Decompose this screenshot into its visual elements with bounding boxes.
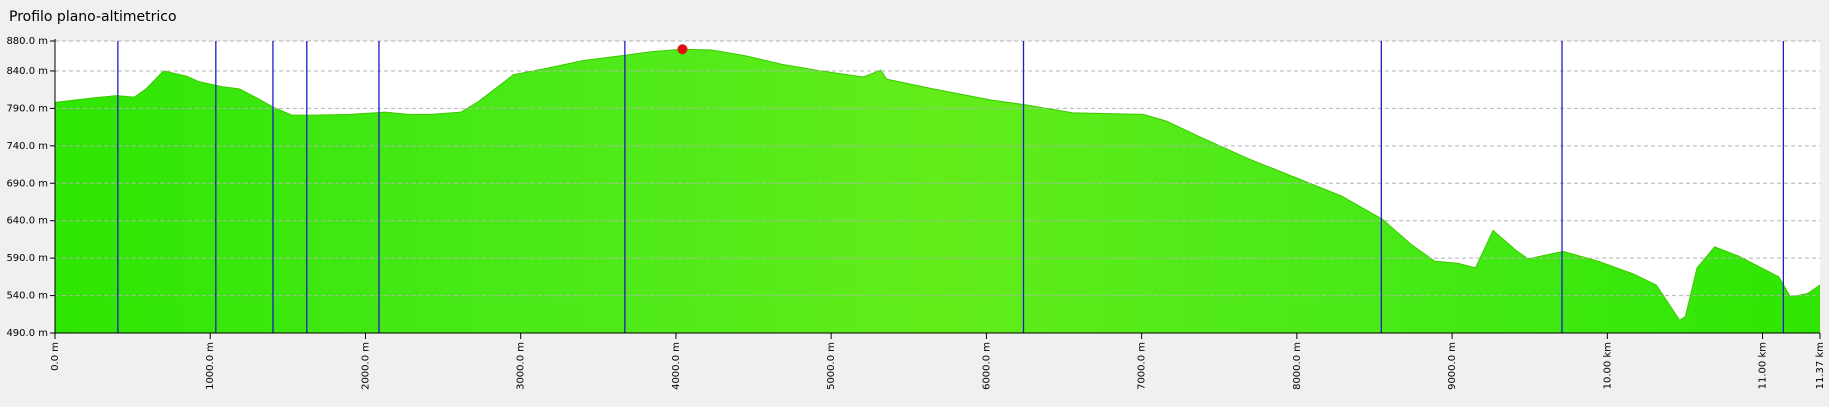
x-tick-label: 1000.0 m [205, 342, 216, 390]
y-tick-label: 590.0 m [6, 253, 48, 264]
x-tick-label: 9000.0 m [1447, 342, 1458, 390]
chart-title: Profilo plano-altimetrico [9, 9, 177, 25]
x-tick-label: 11.37 km [1815, 342, 1826, 389]
x-tick-label: 7000.0 m [1137, 342, 1148, 390]
y-tick-label: 490.0 m [6, 328, 48, 339]
y-tick-label: 540.0 m [6, 291, 48, 302]
y-tick-label: 690.0 m [6, 178, 48, 189]
x-tick-label: 6000.0 m [981, 342, 992, 390]
elevation-shade [55, 49, 1820, 333]
elevation-line [54, 48, 1821, 321]
y-tick-label: 740.0 m [6, 141, 48, 152]
y-tick-label: 790.0 m [6, 103, 48, 114]
x-tick-label: 5000.0 m [826, 342, 837, 390]
x-tick-label: 4000.0 m [671, 342, 682, 390]
y-tick-label: 880.0 m [6, 36, 48, 47]
x-tick-label: 11.00 km [1758, 342, 1769, 389]
x-tick-label: 0.0 m [50, 342, 61, 371]
highest-point [677, 44, 688, 55]
x-tick-label: 3000.0 m [516, 342, 527, 390]
x-tick-label: 8000.0 m [1292, 342, 1303, 390]
x-tick-label: 10.00 km [1602, 342, 1613, 389]
y-tick-label: 840.0 m [6, 66, 48, 77]
x-tick-label: 2000.0 m [360, 342, 371, 390]
y-tick-label: 640.0 m [6, 216, 48, 227]
